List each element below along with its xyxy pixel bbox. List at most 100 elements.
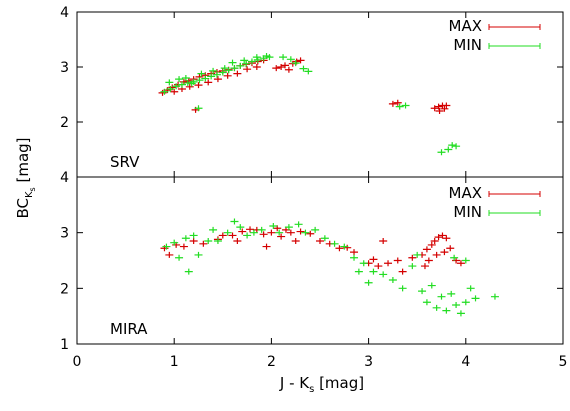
- data-point-max: [243, 66, 252, 73]
- data-point-max: [446, 245, 455, 252]
- data-point-min: [230, 218, 239, 225]
- data-point-min: [209, 226, 218, 233]
- data-point-max: [452, 257, 461, 264]
- panel-srv-frame: [76, 11, 564, 178]
- data-point-min: [452, 143, 461, 150]
- data-point-min: [490, 293, 499, 300]
- data-point-max: [194, 82, 203, 89]
- data-point-min: [304, 68, 313, 75]
- data-point-min: [197, 70, 206, 77]
- panel-mira-frame: [76, 176, 564, 345]
- data-point-min: [422, 299, 431, 306]
- data-point-min: [253, 56, 262, 63]
- data-point-max: [165, 251, 174, 258]
- data-point-max: [432, 251, 441, 258]
- data-point-max: [350, 249, 359, 256]
- data-point-min: [166, 86, 175, 92]
- data-point-max: [438, 232, 447, 239]
- data-point-min: [189, 232, 198, 239]
- data-point-min: [257, 226, 266, 233]
- data-point-min: [284, 224, 293, 231]
- data-point-max: [316, 238, 324, 245]
- legend-label-max: MAX: [449, 184, 482, 202]
- data-point-min: [418, 288, 427, 295]
- data-point-min: [162, 243, 171, 250]
- data-point-min: [275, 229, 284, 236]
- data-point-max: [296, 57, 305, 64]
- y-tick-label: 2: [60, 281, 69, 297]
- data-point-min: [172, 83, 181, 90]
- data-point-min: [413, 251, 422, 258]
- data-point-min: [286, 56, 295, 63]
- data-point-max: [272, 65, 281, 72]
- data-point-max: [374, 263, 383, 270]
- data-point-min: [432, 304, 441, 311]
- data-point-min: [201, 75, 210, 82]
- data-point-min: [444, 146, 453, 153]
- data-point-max: [422, 246, 431, 253]
- data-point-min: [330, 240, 339, 247]
- data-point-min: [243, 232, 252, 239]
- data-point-min: [212, 71, 221, 78]
- panel-srv-label: SRV: [110, 153, 140, 171]
- data-point-min: [364, 279, 373, 286]
- data-point-max: [246, 226, 255, 233]
- data-point-min: [359, 260, 368, 267]
- data-point-min: [218, 69, 227, 76]
- data-point-min: [177, 81, 186, 88]
- data-point-min: [294, 221, 303, 228]
- x-axis: 0 1 2 3 4 5: [73, 354, 568, 370]
- data-point-min: [437, 293, 446, 300]
- data-point-max: [384, 260, 393, 267]
- data-point-max: [440, 105, 449, 112]
- data-point-min: [466, 285, 475, 292]
- data-point-min: [398, 285, 407, 292]
- data-point-max: [398, 268, 407, 275]
- data-point-min: [240, 57, 249, 64]
- data-point-max: [335, 245, 344, 252]
- data-point-max: [170, 88, 179, 95]
- y-tick-label: 4: [60, 5, 69, 21]
- legend-label-min: MIN: [453, 36, 482, 54]
- data-point-min: [408, 263, 417, 270]
- data-point-max: [262, 243, 271, 250]
- x-tick-label: 3: [364, 354, 373, 370]
- data-point-max: [252, 64, 261, 70]
- data-point-min: [247, 58, 256, 65]
- data-point-min: [223, 229, 232, 236]
- data-point-max: [286, 229, 295, 236]
- data-point-max: [267, 229, 276, 236]
- data-point-min: [194, 105, 203, 112]
- data-point-max: [281, 62, 290, 69]
- data-point-min: [175, 254, 184, 261]
- data-point-max: [430, 238, 439, 245]
- data-point-max: [427, 241, 436, 248]
- x-tick-label: 0: [73, 354, 82, 370]
- panel-mira: MIRA MAX MIN 1 2 3 4: [60, 170, 564, 353]
- data-point-max: [442, 235, 451, 242]
- data-point-min: [452, 302, 461, 309]
- data-point-max: [179, 78, 188, 85]
- legend-label-max: MAX: [449, 17, 482, 35]
- data-point-min: [395, 103, 404, 110]
- data-point-min: [230, 65, 239, 72]
- y-tick-label: 3: [60, 60, 69, 76]
- x-axis-title: J - Ks [mag]: [279, 374, 364, 395]
- data-point-min: [437, 149, 446, 156]
- data-point-max: [388, 100, 397, 107]
- data-point-min: [340, 243, 349, 250]
- data-point-max: [233, 70, 242, 77]
- data-point-min: [350, 254, 359, 261]
- data-point-max: [189, 238, 198, 245]
- data-point-min: [184, 268, 193, 275]
- data-point-min: [194, 251, 203, 258]
- data-point-max: [179, 243, 188, 250]
- y-tick-label: 1: [60, 337, 69, 353]
- data-point-min: [269, 222, 278, 229]
- data-point-min: [369, 268, 378, 275]
- data-point-min: [220, 65, 229, 72]
- data-point-min: [450, 254, 459, 261]
- data-point-max: [393, 99, 402, 106]
- x-tick-label: 2: [267, 354, 276, 370]
